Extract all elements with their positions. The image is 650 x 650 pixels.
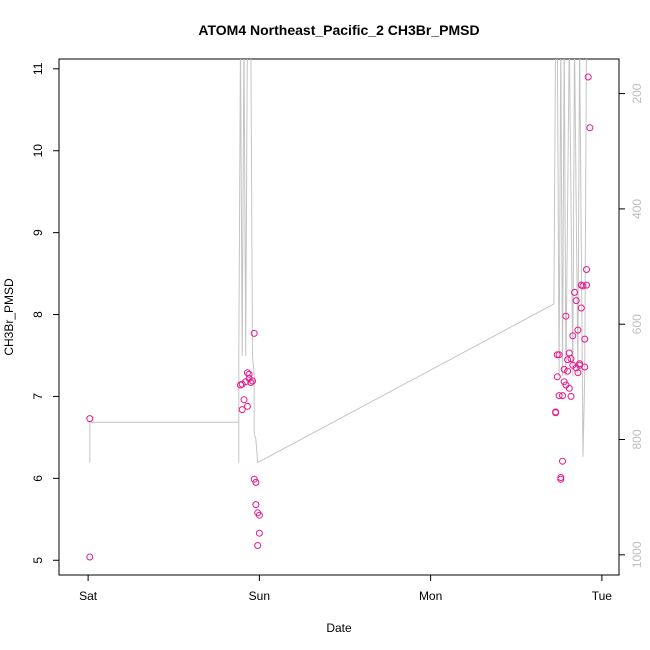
data-point (86, 415, 94, 423)
depth-series (89, 59, 587, 464)
y2-tick-label: 600 (630, 314, 644, 334)
data-point (579, 282, 587, 290)
y-tick-label: 5 (31, 557, 45, 564)
data-point (249, 377, 256, 385)
y2-axis: 200 400 600 800 1000 (619, 83, 644, 568)
data-point (560, 378, 568, 386)
data-point (565, 349, 573, 357)
x-axis-label: Date (326, 621, 352, 635)
data-point (560, 365, 568, 373)
data-point (557, 475, 565, 483)
data-point (584, 73, 592, 81)
y-tick-label: 9 (31, 229, 45, 236)
data-point (238, 406, 246, 414)
chart-title: ATOM4 Northeast_Pacific_2 CH3Br_PMSD (198, 22, 479, 38)
data-point (559, 457, 566, 465)
y-tick-label: 11 (31, 62, 45, 75)
data-point (255, 529, 263, 537)
x-tick-label: Sat (79, 589, 98, 603)
data-point (252, 478, 260, 486)
data-point (247, 379, 255, 386)
data-point (581, 363, 589, 371)
data-point (571, 288, 578, 296)
y2-tick-label: 400 (630, 199, 644, 219)
y2-tick-label: 800 (630, 429, 644, 449)
data-point (555, 351, 563, 359)
data-point (562, 312, 570, 320)
data-point (581, 335, 589, 343)
data-point (553, 373, 561, 381)
y-tick-label: 6 (31, 475, 45, 482)
y-axis: 5 6 7 8 9 10 11 (31, 62, 59, 564)
data-point (583, 281, 590, 289)
data-point (583, 266, 590, 273)
data-point (574, 369, 582, 377)
plot-frame (58, 58, 620, 576)
y-tick-label: 7 (31, 393, 45, 400)
data-points (86, 73, 594, 561)
data-point (250, 329, 258, 337)
data-point (243, 369, 251, 377)
data-point (559, 392, 566, 400)
data-point (555, 392, 563, 400)
data-point (572, 297, 580, 305)
data-point (552, 409, 560, 417)
y2-tick-label: 1000 (630, 541, 644, 568)
data-point (586, 124, 594, 132)
y2-tick-label: 200 (630, 83, 644, 103)
x-tick-label: Sun (249, 589, 270, 603)
data-point (569, 332, 577, 340)
data-point (574, 326, 582, 334)
y-tick-label: 10 (31, 144, 45, 158)
data-point (255, 511, 263, 519)
y-tick-label: 8 (31, 311, 45, 318)
depth-line (89, 59, 587, 464)
data-point (245, 370, 253, 378)
data-point (86, 553, 94, 561)
data-point (254, 542, 262, 549)
x-axis: Sat Sun Mon Tue (79, 574, 613, 603)
data-point (577, 304, 585, 312)
data-point (565, 384, 573, 392)
data-point (564, 356, 572, 364)
x-tick-label: Mon (419, 589, 442, 603)
data-point (240, 396, 248, 404)
y-axis-label: CH3Br_PMSD (2, 278, 16, 356)
data-point (243, 402, 251, 410)
data-point (567, 392, 575, 400)
data-point (564, 367, 572, 375)
data-point (252, 501, 260, 509)
data-point (567, 355, 575, 363)
x-tick-label: Tue (592, 589, 613, 603)
